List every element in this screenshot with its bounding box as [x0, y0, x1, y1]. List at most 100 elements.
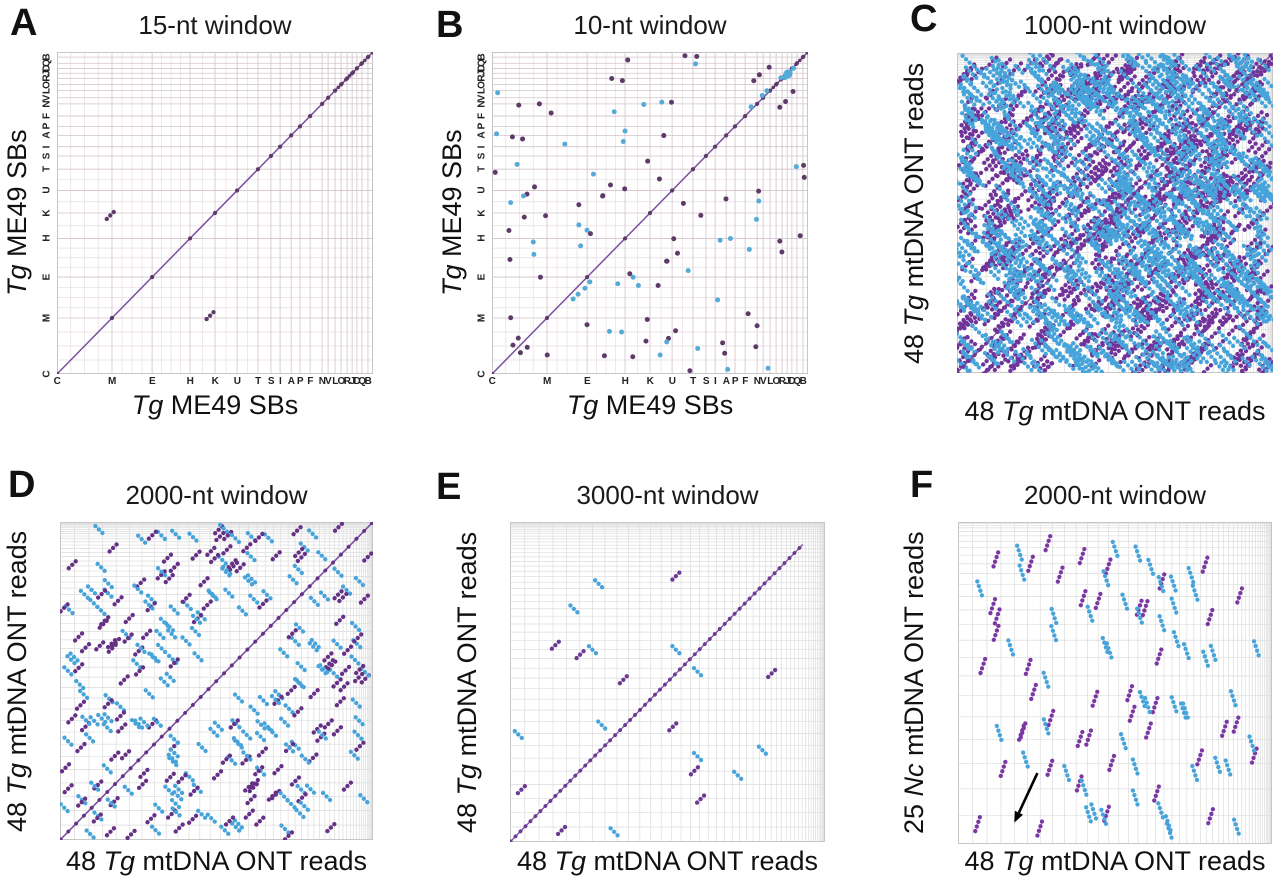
- match-segment: [307, 641, 321, 655]
- match-segment: [116, 720, 130, 734]
- match-segment: [1029, 130, 1042, 143]
- match-segment: [958, 235, 975, 252]
- match-segment: [1191, 56, 1210, 75]
- match-segment: [101, 721, 115, 736]
- match-segment: [304, 783, 318, 797]
- match-segment: [1254, 241, 1271, 258]
- match-segment: [1262, 170, 1273, 184]
- match-segment: [149, 824, 163, 838]
- match-segment: [1002, 296, 1022, 316]
- match-segment: [1122, 359, 1139, 373]
- match-segment: [248, 704, 262, 718]
- match-segment: [1049, 623, 1059, 643]
- match-segment: [1253, 248, 1270, 265]
- match-segment: [1179, 77, 1198, 96]
- match-segment: [1024, 157, 1042, 175]
- match-segment: [1158, 64, 1178, 84]
- match-segment: [163, 784, 177, 798]
- match-segment: [1105, 342, 1122, 359]
- match-segment: [1227, 53, 1247, 71]
- match-segment: [1025, 65, 1043, 83]
- match-segment: [1162, 79, 1178, 95]
- match-dot: [495, 90, 501, 96]
- match-segment: [123, 611, 137, 625]
- tick-label: L: [767, 376, 773, 387]
- match-segment: [1062, 763, 1072, 783]
- tick-label: F: [307, 376, 313, 387]
- match-segment: [1035, 285, 1050, 300]
- tick-label: A: [722, 376, 730, 387]
- match-segment: [1125, 97, 1143, 115]
- match-segment: [1026, 192, 1046, 212]
- match-dot: [601, 353, 607, 359]
- match-segment: [323, 656, 337, 670]
- match-segment: [354, 662, 368, 676]
- match-dot: [673, 328, 679, 334]
- match-segment: [1192, 187, 1211, 205]
- match-segment: [592, 578, 607, 592]
- match-dot: [344, 77, 348, 82]
- match-dot: [607, 182, 613, 188]
- match-segment: [1096, 67, 1112, 83]
- match-segment: [283, 742, 297, 756]
- match-segment: [205, 543, 219, 558]
- match-segment: [1160, 105, 1175, 120]
- match-segment: [1003, 128, 1023, 148]
- match-segment: [983, 214, 998, 229]
- match-segment: [331, 675, 345, 689]
- tick-label: T: [690, 376, 696, 387]
- match-segment: [1208, 145, 1222, 159]
- match-segment: [161, 550, 175, 564]
- dotplot-C: [957, 53, 1273, 373]
- match-segment: [1168, 298, 1188, 318]
- match-segment: [1179, 187, 1199, 207]
- match-segment: [1217, 227, 1231, 240]
- match-segment: [257, 596, 271, 610]
- match-segment: [204, 308, 218, 322]
- match-segment: [208, 726, 222, 740]
- match-segment: [1187, 146, 1203, 162]
- match-segment: [1116, 91, 1130, 105]
- match-segment: [221, 542, 235, 556]
- match-segment: [512, 728, 526, 742]
- match-segment: [996, 127, 1009, 140]
- match-segment: [1135, 320, 1153, 338]
- match-segment: [1256, 57, 1273, 74]
- match-dot: [366, 54, 371, 59]
- match-segment: [241, 540, 255, 554]
- match-segment: [1114, 316, 1134, 336]
- match-segment: [1140, 279, 1159, 298]
- match-dot: [585, 274, 590, 280]
- match-segment: [1033, 61, 1050, 77]
- match-segment: [353, 670, 367, 684]
- match-segment: [74, 678, 88, 692]
- match-segment: [1066, 66, 1086, 86]
- tick-label: O: [772, 376, 780, 387]
- match-dot: [508, 315, 514, 321]
- match-segment: [311, 721, 325, 735]
- match-segment: [1108, 303, 1125, 320]
- match-segment: [220, 751, 234, 765]
- match-segment: [983, 129, 999, 145]
- match-segment: [1241, 243, 1258, 260]
- match-segment: [1111, 102, 1126, 117]
- tick-label: T: [255, 376, 261, 387]
- match-segment: [766, 666, 780, 680]
- match-dot: [609, 76, 615, 82]
- match-segment: [1182, 351, 1195, 364]
- match-segment: [1164, 154, 1180, 170]
- match-segment: [80, 714, 94, 728]
- match-segment: [1242, 299, 1255, 313]
- match-segment: [212, 720, 226, 734]
- match-segment: [253, 529, 267, 544]
- match-segment: [1075, 729, 1085, 749]
- match-segment: [1073, 113, 1087, 128]
- match-segment: [1053, 209, 1071, 227]
- match-segment: [996, 240, 1015, 259]
- match-dot: [516, 102, 522, 108]
- match-dot: [627, 271, 633, 277]
- match-segment: [1020, 750, 1030, 769]
- match-segment: [1140, 224, 1157, 241]
- match-segment: [694, 791, 709, 805]
- match-segment: [1158, 147, 1171, 160]
